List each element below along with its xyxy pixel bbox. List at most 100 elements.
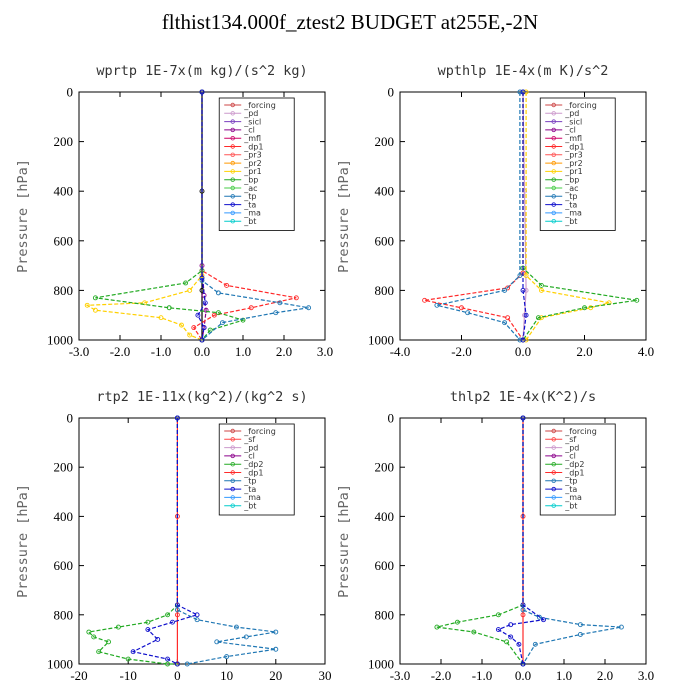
- x-tick-label: 4.0: [638, 344, 654, 359]
- data-point: [505, 315, 511, 321]
- legend-marker: [551, 478, 556, 483]
- x-tick-label: -3.0: [390, 668, 411, 683]
- legend-label: _dp1: [243, 142, 263, 151]
- data-point: [125, 656, 131, 662]
- y-tick-label: 200: [54, 134, 74, 149]
- data-point: [215, 310, 221, 316]
- y-tick-label: 800: [54, 283, 74, 298]
- legend-marker: [230, 119, 235, 124]
- data-point: [517, 89, 523, 95]
- data-point: [465, 310, 471, 316]
- data-point: [502, 320, 507, 326]
- data-point: [520, 415, 526, 421]
- legend-label: _ma: [564, 209, 582, 218]
- y-tick-label: 200: [375, 134, 395, 149]
- y-tick-label: 0: [67, 411, 74, 426]
- data-point: [582, 305, 587, 311]
- data-point: [508, 634, 514, 640]
- legend-marker: [551, 462, 556, 467]
- legend-marker: [230, 437, 235, 442]
- y-tick-label: 200: [375, 460, 395, 475]
- legend-label: _dp1: [564, 468, 584, 477]
- legend-label: _cl: [564, 126, 576, 135]
- legend-label: _tp: [564, 192, 577, 201]
- legend-label: _pr1: [243, 167, 261, 176]
- legend-label: _cl: [243, 126, 255, 135]
- data-point: [214, 639, 220, 645]
- y-tick-label: 600: [375, 233, 395, 248]
- x-tick-label: -2.0: [431, 668, 452, 683]
- data-point: [202, 300, 208, 306]
- legend-marker: [230, 160, 235, 166]
- data-point: [194, 612, 200, 618]
- plot-frame: [78, 417, 326, 665]
- y-tick-label: 400: [54, 184, 74, 199]
- legend-marker: [551, 428, 556, 434]
- data-point: [145, 619, 151, 625]
- y-axis-label: Pressure [hPa]: [15, 159, 31, 273]
- x-tick-label: 2.0: [576, 344, 592, 359]
- legend-marker: [551, 135, 556, 141]
- data-point: [422, 297, 428, 303]
- data-point: [233, 624, 239, 630]
- data-point: [201, 325, 207, 331]
- data-point: [293, 295, 299, 301]
- series-line: [525, 92, 610, 341]
- data-point: [523, 337, 529, 343]
- legend-marker: [230, 453, 235, 459]
- legend-label: _dp2: [564, 460, 584, 469]
- data-point: [248, 305, 254, 311]
- y-axis-label: Pressure [hPa]: [15, 484, 31, 598]
- legend-label: _ac: [564, 184, 578, 193]
- data-point: [220, 320, 225, 326]
- legend-label: _pd: [564, 443, 579, 452]
- y-tick-label: 800: [54, 607, 74, 622]
- data-point: [523, 287, 529, 293]
- data-point: [179, 322, 184, 328]
- data-point: [183, 280, 189, 286]
- x-tick-label: -10: [120, 668, 137, 683]
- legend-marker: [551, 470, 556, 475]
- y-tick-label: 0: [67, 85, 74, 100]
- legend-label: _bt: [243, 502, 256, 511]
- data-point: [92, 295, 98, 301]
- data-point: [184, 661, 190, 667]
- panel-title: wprtp 1E-7x(m kg)/(s^2 kg): [96, 63, 307, 79]
- series-line: [522, 418, 622, 665]
- legend-marker: [230, 127, 235, 133]
- legend-marker: [230, 135, 235, 141]
- legend-label: _pr2: [564, 159, 582, 168]
- legend-label: _bt: [564, 217, 577, 226]
- data-point: [199, 337, 205, 343]
- legend-marker: [230, 194, 235, 199]
- data-point: [195, 312, 201, 318]
- data-point: [158, 315, 164, 321]
- panel-title: rtp2 1E-11x(kg^2)/(kg^2 s): [96, 389, 307, 405]
- series-line: [192, 92, 297, 341]
- legend-label: _pr3: [243, 151, 261, 160]
- data-point: [505, 285, 511, 291]
- data-point: [520, 287, 526, 293]
- legend-marker: [230, 144, 235, 149]
- legend-marker: [551, 185, 556, 191]
- data-point: [203, 307, 209, 313]
- data-point: [194, 617, 200, 623]
- legend-marker: [551, 177, 556, 182]
- x-tick-label: 2.0: [597, 668, 613, 683]
- series-line: [522, 92, 527, 341]
- legend-marker: [230, 428, 235, 434]
- legend-label: _mfl: [243, 134, 261, 143]
- legend-label: _pr2: [243, 159, 261, 168]
- legend-label: _dp1: [564, 142, 584, 151]
- x-tick-label: 0: [174, 668, 181, 683]
- legend-marker: [551, 210, 556, 216]
- y-axis-label: Pressure [hPa]: [336, 484, 352, 598]
- legend-marker: [230, 210, 235, 216]
- data-point: [273, 310, 279, 316]
- series-line: [436, 92, 521, 341]
- legend-marker: [551, 152, 556, 157]
- legend-marker: [230, 185, 235, 191]
- y-tick-label: 1000: [368, 333, 394, 348]
- x-tick-label: 3.0: [317, 344, 333, 359]
